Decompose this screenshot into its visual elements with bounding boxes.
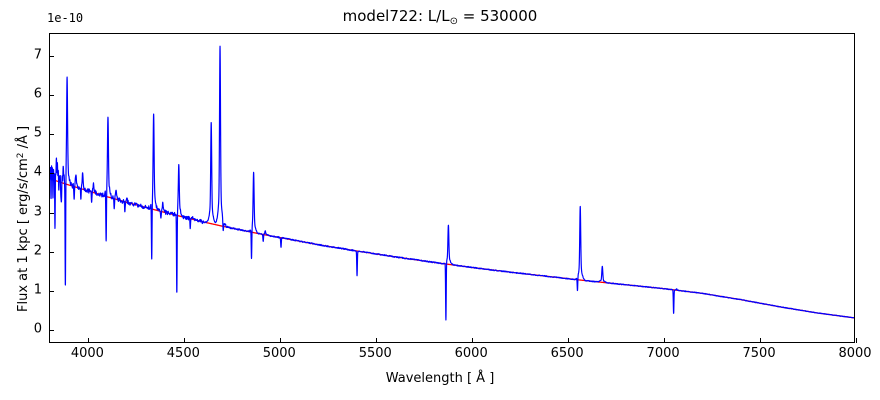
x-tick-7500 — [760, 338, 762, 343]
x-tick-label-6500: 6500 — [550, 346, 584, 361]
x-tick-4000 — [88, 338, 90, 343]
y-tick-label-1: 1 — [33, 282, 42, 298]
x-axis-label: Wavelength [ Å ] — [385, 371, 495, 386]
y-tick-label-6: 6 — [33, 86, 42, 102]
y-tick-0 — [49, 330, 54, 332]
y-axis-label-pre: Flux at 1 kpc [ erg/s/cm — [16, 158, 31, 312]
y-tick-label-0: 0 — [33, 321, 42, 337]
x-tick-label-4500: 4500 — [166, 346, 200, 361]
plot-title: model722: L/L⊙ = 530000 — [0, 7, 880, 27]
x-tick-5000 — [280, 338, 282, 343]
x-tick-label-7000: 7000 — [646, 346, 680, 361]
plot-title-tail: = 530000 — [457, 7, 538, 25]
y-tick-4 — [49, 173, 54, 175]
x-tick-label-4000: 4000 — [70, 346, 104, 361]
y-tick-label-4: 4 — [33, 164, 42, 180]
plot-axes-frame — [49, 33, 857, 343]
x-tick-label-5000: 5000 — [262, 346, 296, 361]
x-tick-label-5500: 5500 — [358, 346, 392, 361]
y-tick-label-2: 2 — [33, 243, 42, 259]
plot-area — [50, 34, 854, 342]
y-tick-label-3: 3 — [33, 204, 42, 220]
y-axis-offset-label: 1e-10 — [47, 11, 84, 25]
y-tick-2 — [49, 251, 54, 253]
y-tick-label-5: 5 — [33, 125, 42, 141]
x-tick-6500 — [568, 338, 570, 343]
spectrum-curve — [50, 45, 854, 321]
x-tick-label-7500: 7500 — [742, 346, 776, 361]
continuum-curve — [50, 178, 854, 319]
y-axis-label-exponent: 2 — [16, 152, 26, 159]
x-tick-label-8000: 8000 — [838, 346, 872, 361]
x-tick-8000 — [856, 338, 857, 343]
y-axis-label-post: /Å ] — [16, 125, 31, 153]
x-tick-6000 — [472, 338, 474, 343]
x-tick-5500 — [376, 338, 378, 343]
y-tick-6 — [49, 94, 54, 96]
y-tick-5 — [49, 134, 54, 136]
plot-title-text: model722: L/L — [342, 7, 450, 25]
x-tick-4500 — [184, 338, 186, 343]
y-tick-1 — [49, 291, 54, 293]
spectrum-plot — [50, 45, 854, 321]
x-tick-7000 — [664, 338, 666, 343]
y-tick-3 — [49, 212, 54, 214]
y-axis-label: Flux at 1 kpc [ erg/s/cm2 /Å ] — [16, 126, 31, 312]
solar-symbol: ⊙ — [449, 16, 458, 27]
x-tick-label-6000: 6000 — [454, 346, 488, 361]
y-tick-7 — [49, 55, 54, 57]
y-tick-label-7: 7 — [33, 47, 42, 63]
